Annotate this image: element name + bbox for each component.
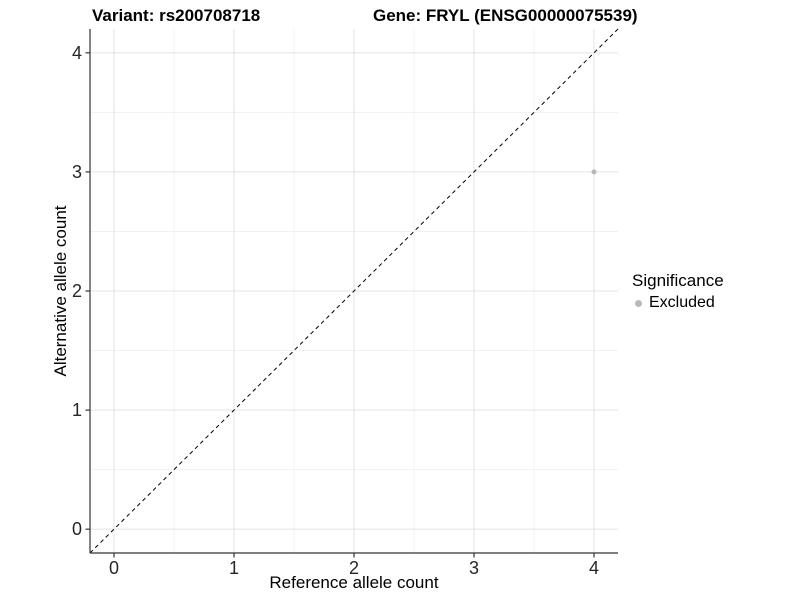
y-tick-label: 1 bbox=[72, 400, 82, 420]
plot-title-variant: Variant: rs200708718 bbox=[92, 6, 261, 25]
legend-key-dot-icon bbox=[635, 299, 642, 307]
legend: Significance Excluded bbox=[632, 270, 724, 313]
y-tick-label: 0 bbox=[72, 519, 82, 539]
legend-items: Excluded bbox=[632, 293, 724, 313]
plot-title-gene: Gene: FRYL (ENSG00000075539) bbox=[373, 6, 638, 25]
x-tick-label: 1 bbox=[229, 558, 239, 578]
x-tick-label: 4 bbox=[589, 558, 599, 578]
x-tick-label: 0 bbox=[109, 558, 119, 578]
y-axis-title: Alternative allele count bbox=[51, 205, 70, 377]
x-tick-label: 3 bbox=[469, 558, 479, 578]
x-tick-label: 2 bbox=[349, 558, 359, 578]
y-tick-label: 4 bbox=[72, 43, 82, 63]
legend-item: Excluded bbox=[632, 293, 724, 313]
legend-item-label: Excluded bbox=[649, 294, 715, 311]
y-tick-label: 3 bbox=[72, 162, 82, 182]
identity-line bbox=[89, 28, 619, 554]
x-axis-title: Reference allele count bbox=[269, 573, 439, 592]
legend-title: Significance bbox=[632, 271, 724, 290]
data-point bbox=[591, 169, 597, 175]
y-tick-label: 2 bbox=[72, 281, 82, 301]
